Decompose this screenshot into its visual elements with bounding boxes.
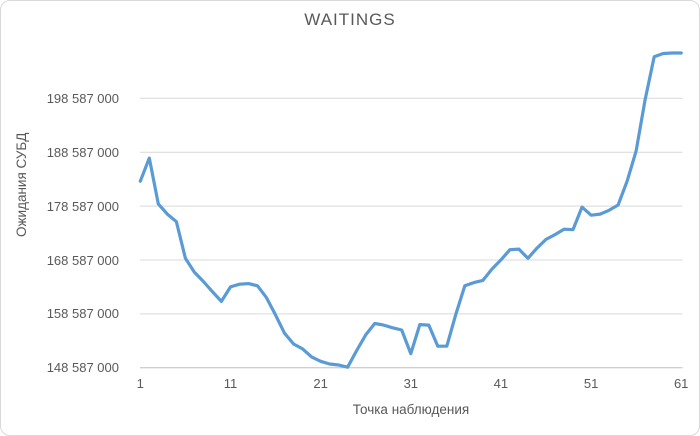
x-axis-tick-label: 21: [313, 376, 328, 391]
x-axis-tick-label: 11: [223, 376, 238, 391]
chart-title: WAITINGS: [304, 10, 396, 29]
x-axis-tick-label: 1: [136, 376, 144, 391]
y-axis-tick-label: 158 587 000: [46, 306, 119, 322]
y-axis-tick-label: 168 587 000: [46, 252, 119, 268]
y-axis-tick-label: 188 587 000: [46, 144, 119, 160]
x-axis-title: Точка наблюдения: [352, 402, 470, 417]
y-axis-tick-label: 178 587 000: [46, 198, 119, 214]
x-axis-tick-label: 31: [403, 376, 419, 391]
x-axis-tick-label: 51: [583, 376, 599, 391]
x-axis-tick-label: 41: [493, 376, 509, 391]
series-waitings-line: [138, 51, 683, 369]
y-axis-title: Ожидания СУБД: [14, 132, 29, 237]
y-axis-tick-label: 148 587 000: [46, 360, 119, 376]
x-axis-tick-label: 61: [673, 376, 689, 391]
y-axis-tick-label: 198 587 000: [46, 90, 119, 106]
